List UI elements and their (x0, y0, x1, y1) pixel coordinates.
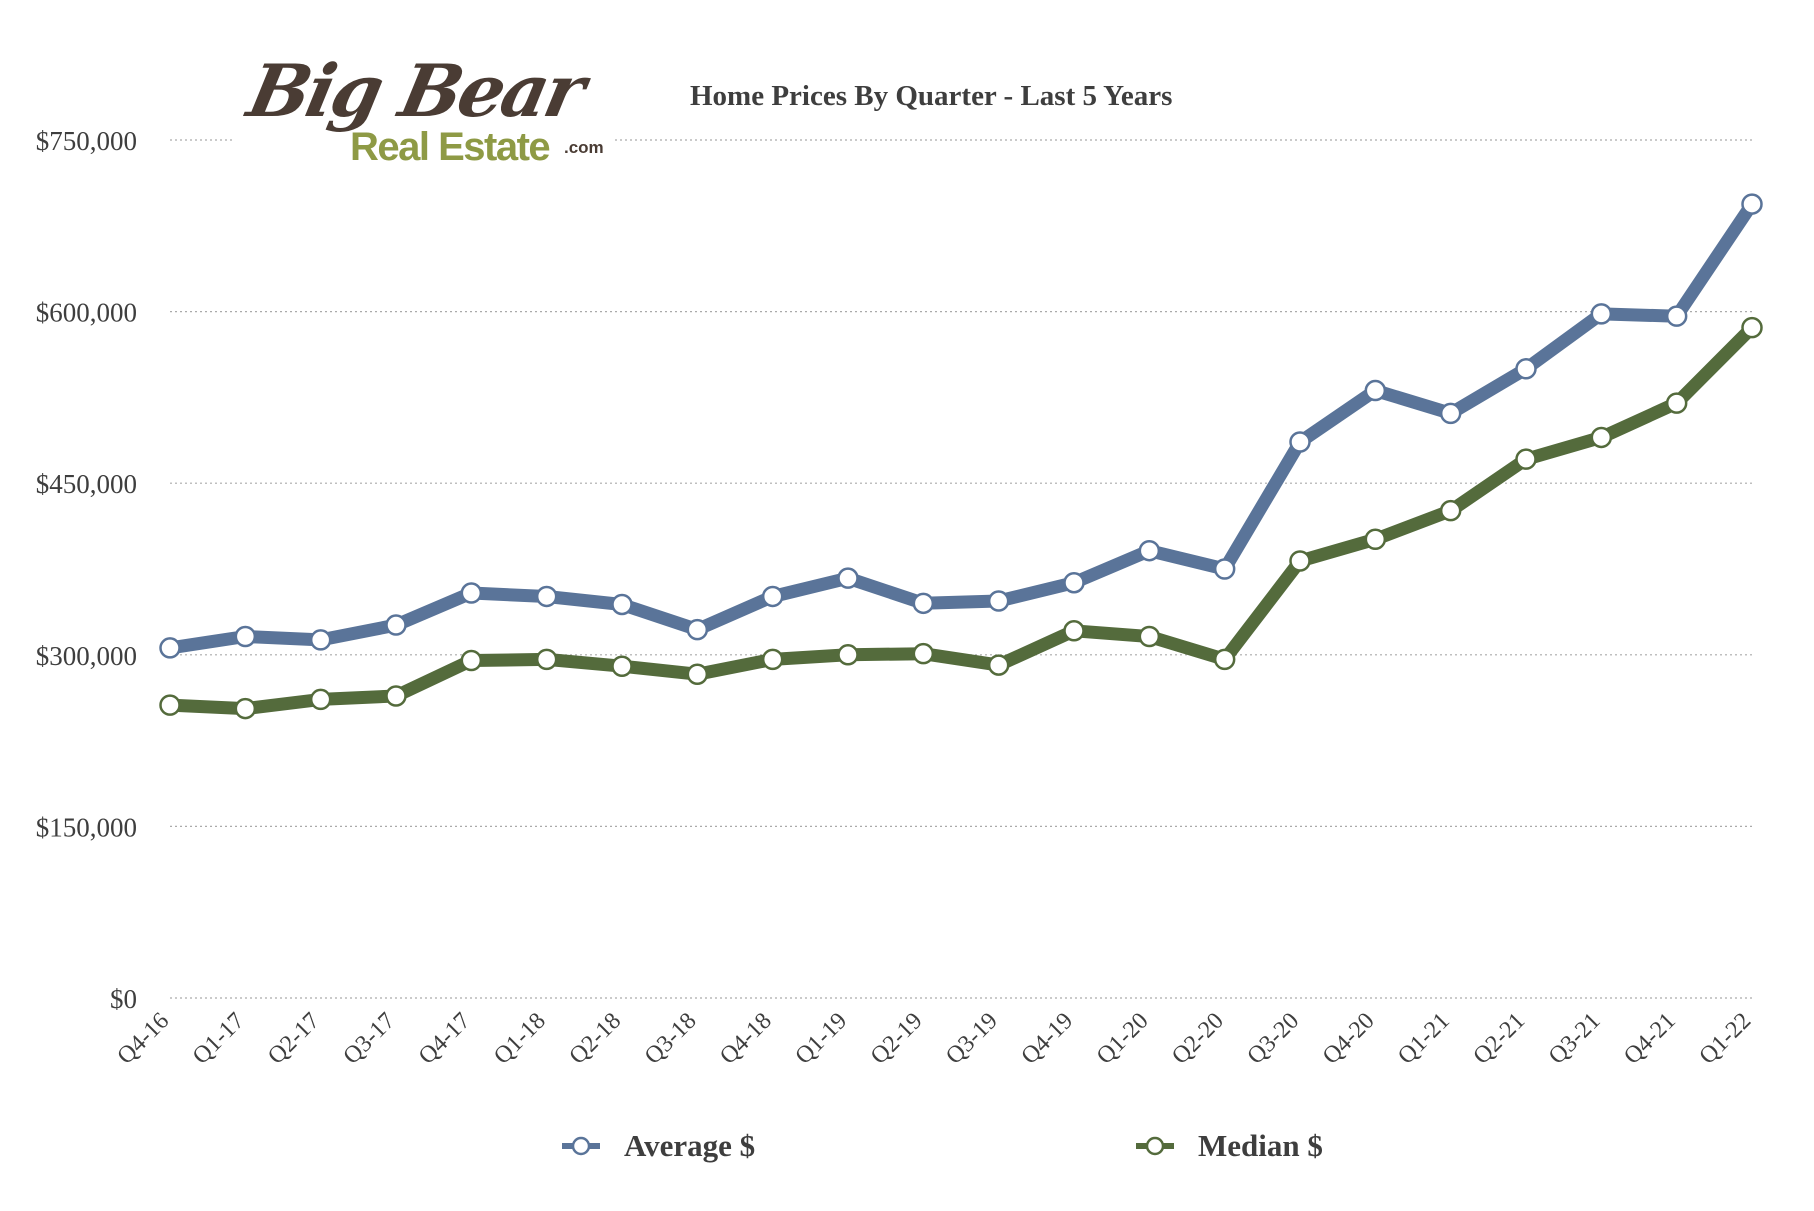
x-tick-label: Q4-19 (1016, 1008, 1078, 1070)
data-point-median (1063, 620, 1085, 642)
legend-marker-average (562, 1136, 600, 1156)
x-tick-label: Q2-21 (1468, 1008, 1530, 1070)
x-tick-label: Q2-20 (1167, 1008, 1229, 1070)
data-point-average (385, 614, 407, 636)
data-point-average (912, 592, 935, 615)
data-point-median (837, 644, 859, 666)
data-point-average (535, 585, 558, 608)
data-point-median (309, 688, 332, 711)
series-line-median (163, 321, 1759, 716)
data-point-median (1213, 648, 1236, 671)
x-tick-label: Q4-21 (1619, 1008, 1681, 1070)
data-point-median (1289, 550, 1311, 572)
x-tick-label: Q2-18 (564, 1008, 626, 1070)
x-tick-label: Q1-18 (489, 1008, 551, 1070)
data-point-average (309, 629, 332, 651)
data-point-average (1590, 303, 1613, 325)
data-point-median (1364, 528, 1387, 551)
data-point-median (611, 655, 633, 677)
x-tick-label: Q1-20 (1092, 1008, 1154, 1070)
logo-wordmark: Big Bear (241, 48, 591, 133)
logo-subtitle: Real Estate (350, 125, 551, 169)
legend-label-median: Median $ (1198, 1128, 1323, 1163)
data-point-average (1741, 193, 1763, 215)
data-point-average (1665, 305, 1688, 327)
data-point-average (1138, 539, 1161, 562)
y-tick-label: $0 (110, 984, 137, 1014)
data-point-median (1665, 392, 1688, 414)
legend-marker-median (1136, 1136, 1174, 1156)
x-tick-label: Q1-17 (188, 1008, 250, 1070)
logo-domain: .com (564, 138, 604, 157)
data-point-average (837, 567, 859, 589)
legend-item-median[interactable]: Median $ (1134, 1128, 1323, 1164)
data-point-median (385, 685, 407, 707)
data-point-median (1741, 316, 1763, 339)
data-point-median (1590, 426, 1613, 449)
y-tick-label: $750,000 (36, 126, 137, 156)
x-tick-label: Q3-21 (1544, 1008, 1606, 1070)
x-tick-label: Q4-16 (112, 1008, 174, 1070)
x-tick-label: Q1-21 (1393, 1008, 1455, 1070)
data-point-median (159, 694, 181, 716)
x-tick-label: Q2-17 (263, 1008, 325, 1070)
y-tick-label: $300,000 (36, 641, 137, 671)
data-point-median (686, 663, 709, 685)
data-point-median (234, 697, 257, 720)
x-tick-label: Q1-19 (790, 1008, 852, 1070)
data-point-average (1063, 571, 1085, 594)
x-tick-label: Q2-19 (866, 1008, 928, 1070)
data-point-average (1289, 431, 1311, 453)
x-tick-label: Q4-20 (1318, 1008, 1380, 1070)
y-tick-label: $150,000 (36, 812, 137, 842)
data-point-average (1515, 358, 1537, 380)
legend-label-average: Average $ (624, 1128, 756, 1163)
x-tick-label: Q3-20 (1242, 1008, 1304, 1070)
data-point-average (761, 585, 784, 608)
data-point-average (234, 625, 257, 648)
series-line-average (163, 197, 1759, 655)
data-point-median (1515, 448, 1537, 470)
data-point-median (1439, 499, 1462, 522)
data-point-average (611, 593, 633, 616)
x-tick-label: Q4-18 (715, 1008, 777, 1070)
data-point-median (1138, 625, 1161, 648)
data-point-average (1364, 379, 1387, 402)
data-point-average (987, 590, 1010, 612)
x-tick-label: Q3-19 (941, 1008, 1003, 1070)
chart-title: Home Prices By Quarter - Last 5 Years (690, 80, 1173, 112)
x-tick-label: Q1-22 (1694, 1008, 1756, 1070)
data-point-median (912, 642, 935, 665)
y-tick-label: $600,000 (36, 298, 137, 328)
data-point-median (535, 648, 558, 671)
data-point-average (1213, 558, 1236, 580)
data-point-average (159, 637, 181, 659)
data-point-median (987, 654, 1010, 676)
x-tick-label: Q4-17 (414, 1008, 476, 1070)
data-point-average (1439, 402, 1462, 425)
logo: Big Bear Real Estate .com (232, 48, 612, 175)
data-point-median (761, 648, 784, 671)
y-tick-label: $450,000 (36, 469, 137, 499)
x-tick-label: Q3-18 (640, 1008, 702, 1070)
legend-item-average[interactable]: Average $ (560, 1128, 755, 1164)
data-point-median (460, 649, 483, 672)
data-point-average (686, 618, 709, 641)
data-point-average (460, 582, 483, 604)
x-tick-label: Q3-17 (338, 1008, 400, 1070)
